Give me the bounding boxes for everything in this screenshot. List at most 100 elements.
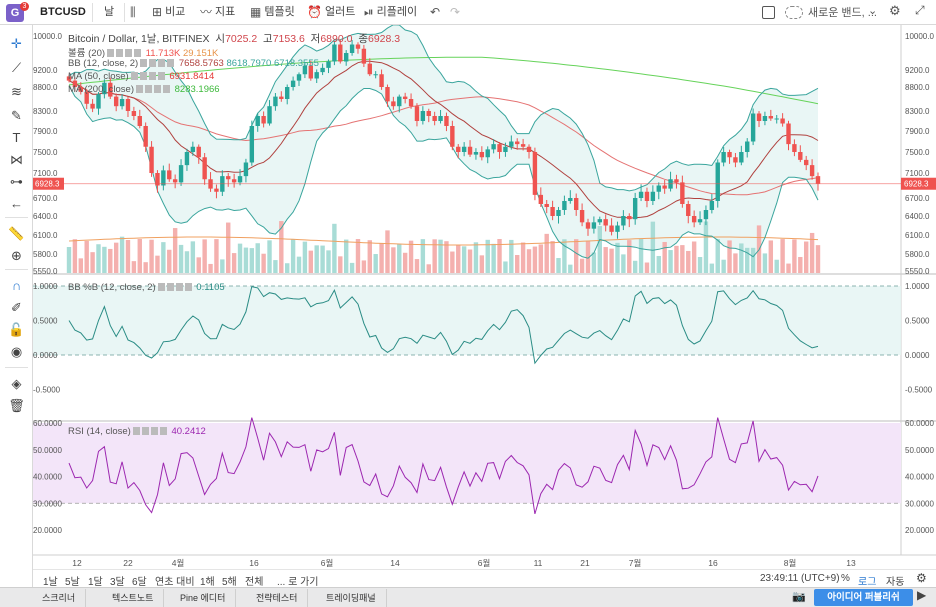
volume-bar: [532, 246, 538, 273]
trend-line-icon[interactable]: ⟋: [11, 60, 22, 75]
log-toggle[interactable]: 로그: [858, 577, 877, 588]
ruler-icon[interactable]: 📏: [8, 226, 25, 241]
bb-legend[interactable]: BB (12, close, 2) 7658.5763 8618.7970 67…: [68, 58, 319, 69]
rsi-legend[interactable]: RSI (14, close) 40.2412: [68, 426, 206, 437]
range-5d[interactable]: 5날: [65, 577, 80, 588]
magnet-icon[interactable]: ∩: [11, 278, 22, 293]
candle-body: [119, 99, 125, 107]
volume-bar: [373, 254, 378, 273]
chart-area[interactable]: 10000.0 10000.0 9200.0 9200.0 8800.0 8800.0 83…: [33, 24, 936, 569]
legend-buttons[interactable]: [130, 72, 165, 81]
back-arrow-icon[interactable]: ←: [10, 196, 23, 211]
alert-button[interactable]: ⏰ 얼러트: [307, 4, 355, 21]
settings-gear-icon[interactable]: ⚙: [889, 3, 901, 18]
chart-settings-gear-icon[interactable]: ⚙: [916, 571, 927, 585]
legend-buttons[interactable]: [136, 85, 170, 94]
undo-button[interactable]: ↶: [430, 4, 440, 21]
fullscreen-expand-icon[interactable]: ⤢: [915, 3, 925, 17]
layout-menu-chevron-down-icon[interactable]: ⌄: [868, 5, 878, 17]
volume-bar: [178, 244, 184, 273]
volume-bar: [585, 240, 591, 273]
goto-date-button[interactable]: ... 로 가기: [277, 577, 319, 588]
bbpct-legend[interactable]: BB %B (12, close, 2) 0.1105: [68, 282, 225, 293]
candle-type-button[interactable]: ⫼: [130, 4, 136, 21]
range-6m[interactable]: 6달: [132, 577, 147, 588]
legend-buttons[interactable]: [132, 427, 167, 436]
brush-icon[interactable]: ✎: [11, 108, 22, 123]
ma50-legend[interactable]: MA (50, close) 6931.8414: [68, 71, 214, 82]
legend-buttons[interactable]: [107, 49, 142, 58]
symbol-search[interactable]: BTCUSD: [40, 6, 86, 18]
tab-text-notes[interactable]: 텍스트노트: [102, 589, 165, 607]
price-axis-label-left: 5550.0: [33, 267, 58, 276]
interval-button[interactable]: 날: [104, 4, 114, 21]
eye-icon[interactable]: ◉: [10, 344, 23, 359]
replay-button[interactable]: ⏯ 리플레이: [364, 4, 417, 21]
volume-bar: [680, 245, 685, 273]
redo-button[interactable]: ↷: [450, 4, 460, 21]
bb-axis-label: -0.5000: [905, 386, 933, 395]
price-axis-label-left: 8800.0: [33, 83, 58, 92]
rsi-axis-label: 60.0000: [905, 419, 934, 428]
fib-retracement-icon[interactable]: ≋: [11, 84, 22, 99]
lock-drawing-icon[interactable]: ✐: [11, 300, 22, 315]
camera-icon[interactable]: 📷: [792, 591, 806, 603]
tab-screener[interactable]: 스크리너: [32, 589, 87, 607]
indicators-button[interactable]: 〰 지표: [200, 4, 235, 21]
range-3m[interactable]: 3달: [110, 577, 125, 588]
candle-body: [72, 80, 78, 87]
candle-body: [243, 162, 249, 177]
layout-name[interactable]: 새로운 밴드, ...: [808, 7, 877, 19]
app-logo[interactable]: G: [6, 4, 24, 22]
compare-button[interactable]: ⊞ 비교: [152, 4, 185, 21]
auto-toggle[interactable]: 자동: [886, 577, 905, 588]
volume-bar: [515, 255, 520, 273]
templates-button[interactable]: ▦ 템플릿: [250, 4, 295, 21]
candle-body: [456, 146, 461, 152]
chart-canvas[interactable]: 10000.0 10000.0 9200.0 9200.0 8800.0 8800.0 83…: [33, 24, 936, 569]
candle-body: [343, 53, 349, 62]
clock-timezone[interactable]: 23:49:11 (UTC+9): [760, 573, 840, 584]
range-all[interactable]: 전체: [245, 577, 264, 588]
time-axis-label: 16: [249, 558, 259, 568]
volume-legend[interactable]: 볼륨 (20) 11.713K 29.151K: [68, 45, 218, 59]
trash-icon[interactable]: 🗑: [8, 398, 25, 413]
range-5y[interactable]: 5해: [222, 577, 237, 588]
rsi-axis-label-left: 30.0000: [33, 499, 62, 508]
range-1y[interactable]: 1해: [200, 577, 215, 588]
rsi-axis-label-left: 60.0000: [33, 419, 62, 428]
fullscreen-icon[interactable]: [762, 6, 775, 19]
text-tool-icon[interactable]: T: [12, 130, 21, 145]
publish-idea-button[interactable]: 아이디어 퍼블리쉬: [814, 589, 913, 606]
tab-trading-panel[interactable]: 트레이딩패널: [316, 589, 387, 607]
lock-icon[interactable]: 🔓: [8, 322, 25, 337]
publish-play-icon[interactable]: ▶: [917, 588, 927, 602]
zoom-icon[interactable]: ⊕: [11, 248, 22, 263]
ma200-legend[interactable]: MA (200, close) 8283.1966: [68, 84, 220, 95]
time-axis-label: 6월: [321, 558, 334, 568]
crosshair-icon[interactable]: ✛: [11, 36, 22, 51]
rsi-axis-label-left: 50.0000: [33, 446, 62, 455]
candle-body: [161, 170, 166, 186]
time-axis-label: 22: [123, 558, 133, 568]
price-axis-label-left: 5800.0: [33, 250, 58, 259]
layers-icon[interactable]: ◈: [11, 376, 22, 391]
range-1m[interactable]: 1달: [88, 577, 103, 588]
prediction-icon[interactable]: ⊶: [10, 174, 23, 189]
tab-pine-editor[interactable]: Pine 에디터: [170, 589, 237, 607]
candle-body: [515, 141, 520, 145]
legend-buttons[interactable]: [157, 283, 192, 292]
volume-bar: [632, 260, 638, 273]
candle-body: [190, 146, 196, 152]
candle-body: [520, 144, 526, 147]
legend-buttons[interactable]: [140, 59, 175, 68]
volume-bar: [202, 239, 207, 273]
tab-strategy-tester[interactable]: 전략테스터: [246, 589, 309, 607]
pattern-icon[interactable]: ⋈: [10, 152, 23, 167]
range-ytd[interactable]: 연초 대비: [155, 577, 195, 588]
candle-body: [703, 210, 709, 220]
volume-bar: [255, 243, 260, 273]
candle-body: [285, 87, 290, 99]
range-1d[interactable]: 1날: [43, 577, 58, 588]
percent-toggle[interactable]: %: [841, 573, 850, 584]
